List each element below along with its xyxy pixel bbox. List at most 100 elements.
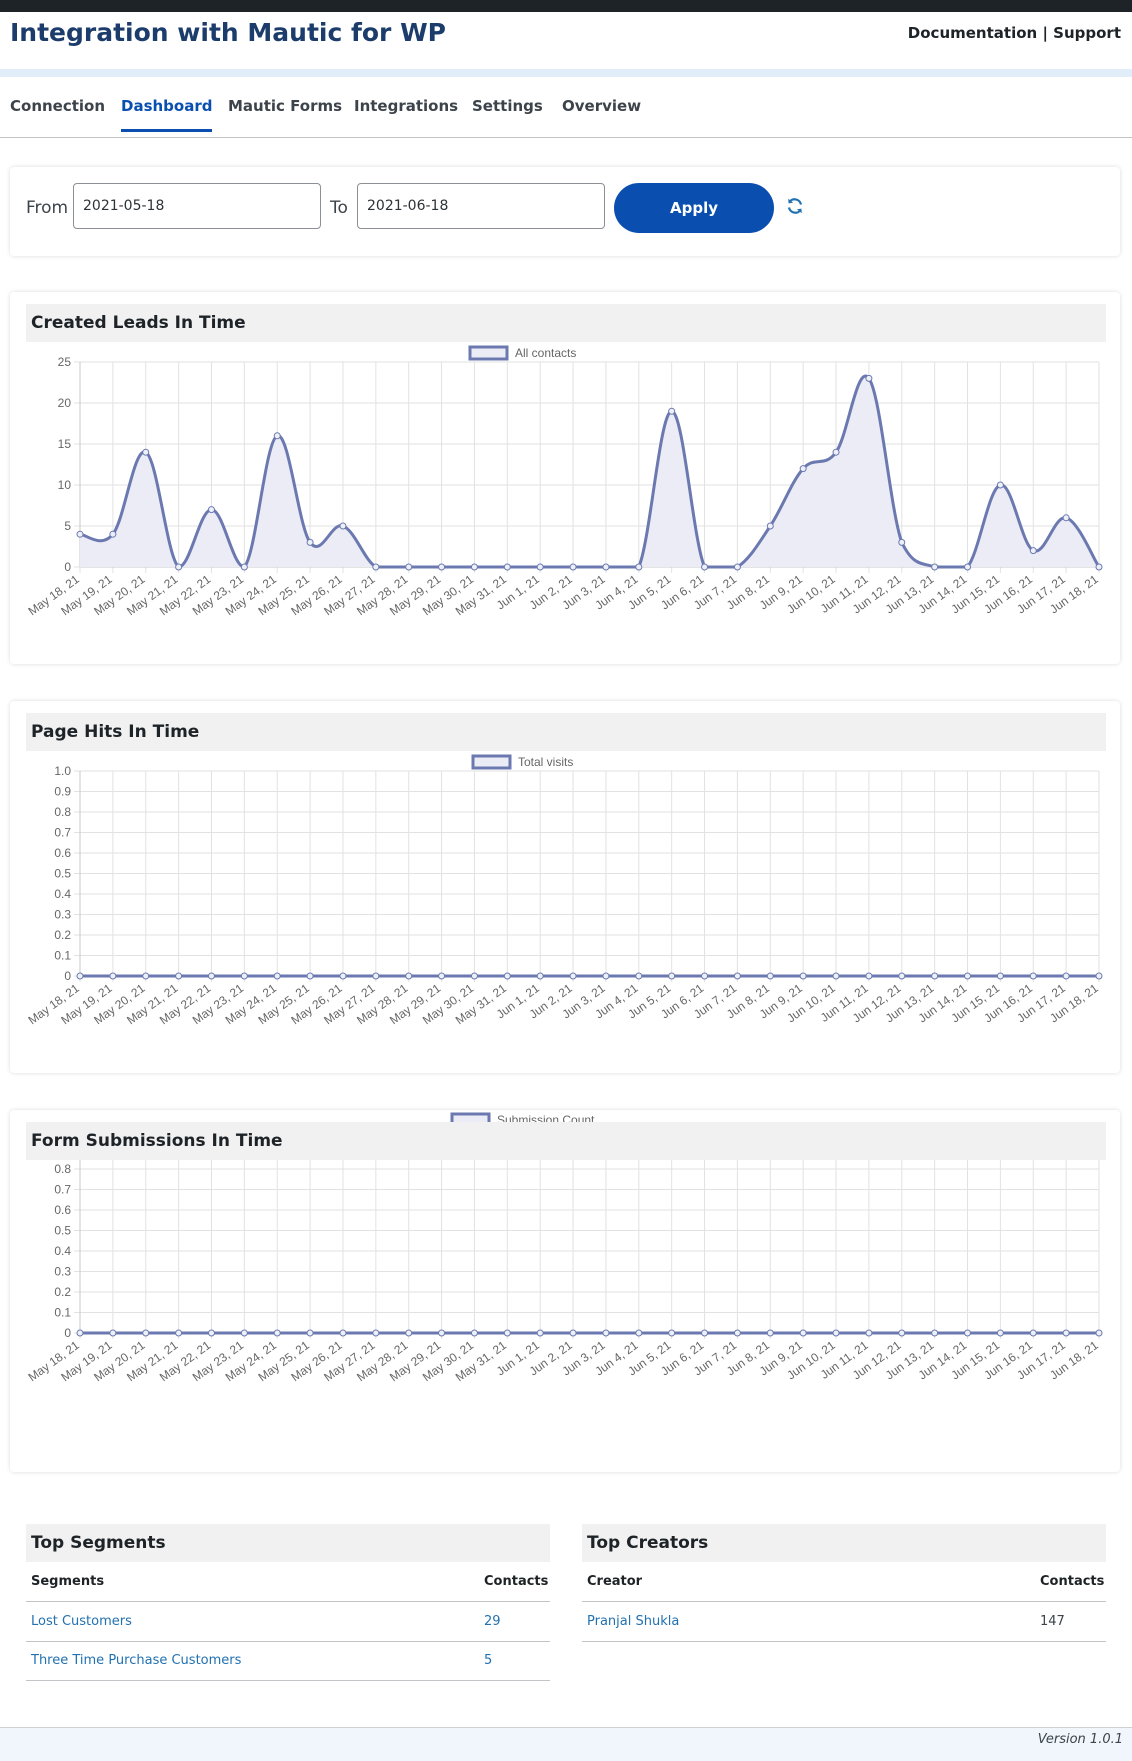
y-tick-label: 15 <box>58 437 72 451</box>
segment-count-link[interactable]: 29 <box>484 1614 501 1629</box>
data-point <box>668 407 676 415</box>
data-point <box>339 972 347 980</box>
tab-settings[interactable]: Settings <box>472 97 543 115</box>
support-link[interactable]: Support <box>1053 24 1121 42</box>
data-point <box>701 1329 709 1337</box>
data-point <box>438 1329 446 1337</box>
data-point <box>602 1329 610 1337</box>
tab-bar: Connection Dashboard Mautic Forms Integr… <box>0 77 1132 138</box>
documentation-link[interactable]: Documentation <box>907 24 1038 42</box>
legend-swatch <box>471 754 512 770</box>
y-tick-label: 0.6 <box>54 1203 71 1217</box>
segment-name-link[interactable]: Lost Customers <box>31 1614 132 1629</box>
data-point <box>602 563 610 571</box>
from-date-input[interactable] <box>73 183 321 229</box>
data-point <box>602 972 610 980</box>
data-point <box>733 1329 741 1337</box>
top-creators-header-row: Creator Contacts <box>582 1562 1106 1602</box>
tab-overview[interactable]: Overview <box>562 97 642 115</box>
header-links: Documentation | Support <box>908 24 1121 42</box>
data-point <box>273 1329 281 1337</box>
data-point <box>240 972 248 980</box>
y-tick-label: 0.7 <box>54 1183 71 1197</box>
apply-button[interactable]: Apply <box>614 183 774 233</box>
admin-bar <box>0 0 1132 12</box>
y-tick-label: 1.0 <box>54 764 71 778</box>
data-point <box>898 1329 906 1337</box>
tab-connection[interactable]: Connection <box>10 97 106 115</box>
y-tick-label: 0.1 <box>54 1306 71 1320</box>
y-tick-label: 0.4 <box>54 1244 71 1258</box>
data-point <box>931 563 939 571</box>
data-point <box>1029 972 1037 980</box>
data-point <box>372 972 380 980</box>
data-point <box>175 563 183 571</box>
tab-dashboard[interactable]: Dashboard <box>121 97 213 132</box>
data-point <box>766 972 774 980</box>
data-point <box>372 563 380 571</box>
y-tick-label: 0.2 <box>54 928 71 942</box>
top-segments-title-bar: Top Segments <box>26 1524 550 1562</box>
data-point <box>76 972 84 980</box>
data-point <box>1095 1329 1103 1337</box>
page-hits-title-bar: Page Hits In Time <box>26 713 1106 751</box>
data-point <box>569 563 577 571</box>
segment-name-link[interactable]: Three Time Purchase Customers <box>31 1653 242 1668</box>
data-point <box>569 1329 577 1337</box>
page-hits-title: Page Hits In Time <box>31 722 200 742</box>
creator-name-link[interactable]: Pranjal Shukla <box>587 1614 680 1629</box>
y-tick-label: 0.4 <box>54 887 71 901</box>
data-point <box>635 972 643 980</box>
tab-integrations[interactable]: Integrations <box>354 97 459 115</box>
data-point <box>109 972 117 980</box>
data-point <box>569 972 577 980</box>
data-point <box>964 563 972 571</box>
data-point <box>635 563 643 571</box>
form-submissions-title: Form Submissions In Time <box>31 1131 283 1151</box>
table-row: Pranjal Shukla 147 <box>582 1602 1106 1642</box>
data-point <box>733 563 741 571</box>
refresh-icon[interactable] <box>785 196 805 216</box>
y-tick-label: 10 <box>58 478 72 492</box>
data-point <box>832 972 840 980</box>
data-point <box>109 530 117 538</box>
data-point <box>142 1329 150 1337</box>
y-tick-label: 0 <box>64 1326 71 1340</box>
data-point <box>339 522 347 530</box>
data-point <box>799 972 807 980</box>
data-point <box>996 1329 1004 1337</box>
data-point <box>668 1329 676 1337</box>
top-creators-title-bar: Top Creators <box>582 1524 1106 1562</box>
data-point <box>1062 514 1070 522</box>
header-divider <box>0 69 1132 77</box>
data-point <box>1095 972 1103 980</box>
data-point <box>405 563 413 571</box>
data-point <box>503 563 511 571</box>
data-point <box>273 972 281 980</box>
data-point <box>766 522 774 530</box>
tab-mautic-forms[interactable]: Mautic Forms <box>228 97 343 115</box>
creator-count: 147 <box>1040 1614 1065 1629</box>
y-tick-label: 0.1 <box>54 949 71 963</box>
legend-label: Total visits <box>518 755 573 769</box>
data-point <box>207 506 215 514</box>
data-point <box>799 465 807 473</box>
footer-divider <box>0 1727 1132 1728</box>
data-point <box>931 972 939 980</box>
data-point <box>372 1329 380 1337</box>
y-tick-label: 0.8 <box>54 1162 71 1176</box>
y-tick-label: 0 <box>64 560 71 574</box>
data-point <box>1095 563 1103 571</box>
table-row: Lost Customers 29 <box>26 1602 550 1642</box>
data-point <box>1029 1329 1037 1337</box>
data-point <box>207 1329 215 1337</box>
y-tick-label: 0 <box>64 969 71 983</box>
data-point <box>536 1329 544 1337</box>
segment-count-link[interactable]: 5 <box>484 1653 493 1668</box>
data-point <box>273 432 281 440</box>
data-point <box>964 1329 972 1337</box>
data-point <box>865 374 873 382</box>
to-date-input[interactable] <box>357 183 605 229</box>
